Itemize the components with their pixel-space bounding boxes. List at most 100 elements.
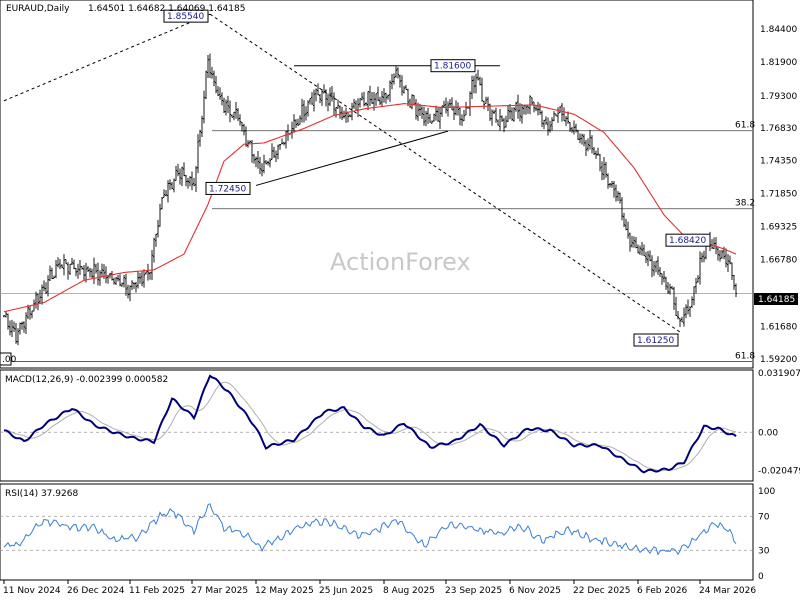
- price-bar: [239, 114, 241, 126]
- price-bar: [483, 100, 485, 110]
- price-bar: [175, 165, 177, 182]
- x-tick-label: 23 Sep 2025: [445, 586, 502, 596]
- price-bar: [377, 86, 379, 102]
- price-bar: [453, 105, 455, 120]
- price-bar: [683, 307, 685, 327]
- price-bar: [269, 157, 271, 168]
- price-bar: [579, 133, 581, 144]
- price-bar: [295, 119, 297, 128]
- price-bar: [621, 197, 623, 221]
- price-bar: [641, 241, 643, 256]
- x-tick-label: 24 Mar 2026: [699, 586, 756, 596]
- price-bar: [275, 150, 277, 163]
- price-bar: [651, 255, 653, 278]
- price-bar: [625, 218, 627, 231]
- price-bar: [505, 115, 507, 128]
- price-bar: [97, 262, 99, 286]
- price-bar: [545, 116, 547, 125]
- price-bar: [179, 168, 181, 185]
- price-bar: [227, 95, 229, 114]
- price-bar: [81, 266, 83, 270]
- price-bar: [61, 264, 63, 269]
- price-bar: [153, 237, 155, 263]
- price-bar: [387, 94, 389, 100]
- cut-off-label-box: [0, 352, 12, 366]
- price-bar: [277, 144, 279, 160]
- price-bar: [659, 266, 661, 278]
- price-bar: [411, 94, 413, 110]
- x-tick-label: 8 Aug 2025: [383, 586, 435, 596]
- price-bar: [283, 141, 285, 146]
- macd-y-tick: 0.00: [758, 428, 778, 438]
- price-bar: [669, 283, 671, 295]
- price-annotation-label: 1.68420: [669, 236, 706, 246]
- price-bar: [135, 281, 137, 293]
- price-bar: [113, 277, 115, 285]
- price-bar: [447, 101, 449, 117]
- price-bar: [31, 310, 33, 319]
- price-bar: [605, 161, 607, 178]
- price-bar: [415, 99, 417, 120]
- price-bar: [143, 269, 145, 288]
- price-bar: [219, 87, 221, 100]
- rsi-panel: [0, 483, 754, 581]
- price-bar: [597, 147, 599, 156]
- price-bar: [731, 262, 733, 280]
- price-bar: [243, 123, 245, 136]
- price-bar: [699, 251, 701, 285]
- price-bar: [3, 315, 5, 318]
- price-bar: [161, 196, 163, 210]
- price-y-tick: 1.81900: [760, 58, 797, 68]
- price-bar: [193, 178, 195, 187]
- last-price-label: 1.64185: [758, 295, 795, 305]
- price-y-tick: 1.76830: [760, 124, 797, 134]
- cut-off-label: .00: [2, 355, 17, 365]
- price-y-tick: 1.79300: [760, 92, 797, 102]
- price-bar: [279, 144, 281, 150]
- price-bar: [607, 173, 609, 189]
- price-bar: [233, 111, 235, 121]
- price-bar: [195, 165, 197, 193]
- price-y-tick: 1.71850: [760, 189, 797, 199]
- price-bar: [693, 286, 695, 306]
- price-bar: [395, 66, 397, 78]
- price-bar: [593, 146, 595, 156]
- x-tick-label: 27 Mar 2025: [191, 586, 248, 596]
- ohlc-values: 1.64501 1.64682 1.64069 1.64185: [88, 4, 245, 14]
- price-bar: [495, 107, 497, 123]
- trendline: [209, 13, 681, 333]
- price-bar: [339, 105, 341, 119]
- price-bar: [309, 98, 311, 105]
- price-bar: [51, 267, 53, 280]
- price-bar: [501, 115, 503, 122]
- price-annotation-box: [665, 233, 711, 247]
- price-bar: [41, 284, 43, 305]
- price-bar: [73, 259, 75, 270]
- last-price-tag: [754, 293, 798, 305]
- price-bar: [225, 99, 227, 116]
- price-bar: [369, 85, 371, 107]
- price-bar: [323, 84, 325, 94]
- rsi-line: [3, 503, 737, 556]
- price-bar: [21, 321, 23, 330]
- price-bar: [49, 265, 51, 281]
- price-bar: [615, 184, 617, 202]
- price-bar: [569, 122, 571, 132]
- price-bar: [691, 296, 693, 308]
- price-bar: [205, 70, 207, 99]
- fib-level-label: 38.2: [735, 199, 755, 209]
- price-bar: [559, 106, 561, 114]
- x-tick-label: 22 Dec 2025: [573, 586, 631, 596]
- price-bar: [171, 181, 173, 190]
- price-bar: [583, 133, 585, 147]
- x-tick-label: 6 Feb 2026: [637, 586, 688, 596]
- price-bar: [663, 270, 665, 283]
- rsi-y-tick: 0: [758, 572, 764, 582]
- price-bar: [523, 105, 525, 115]
- price-bar: [271, 143, 273, 160]
- price-bar: [23, 321, 25, 333]
- price-bar: [477, 69, 479, 81]
- price-bar: [679, 317, 681, 327]
- price-bar: [253, 153, 255, 164]
- price-bar: [401, 75, 403, 96]
